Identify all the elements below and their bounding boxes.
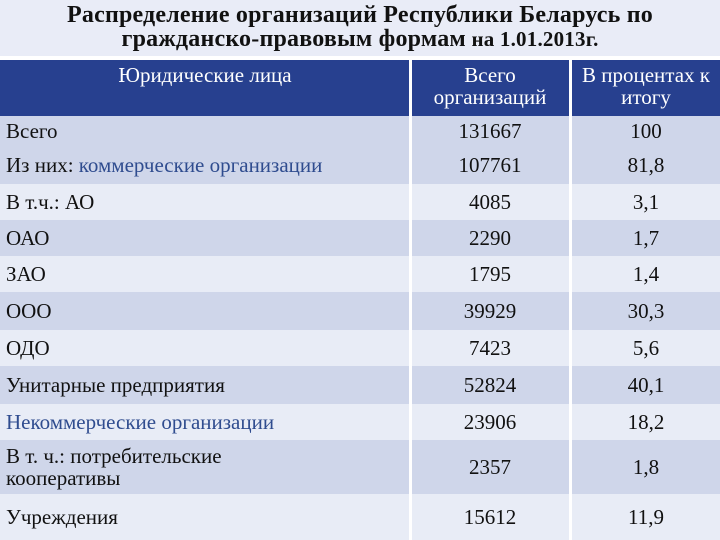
row-percent: 5,6 (632, 335, 660, 360)
row-label: Некоммерческие организации (6, 409, 275, 434)
row-percent: 3,1 (632, 189, 660, 214)
row-label: ЗАО (6, 261, 46, 286)
title-line2-main: гражданско-правовым формам (121, 26, 466, 52)
column-divider (569, 60, 572, 540)
page-subtitle: гражданско-правовым формам на 1.01.2013г… (0, 26, 720, 52)
row-total: 107761 (458, 152, 522, 177)
table-row: Из них: коммерческие организации 107761 … (0, 146, 720, 184)
row-percent: 30,3 (627, 298, 665, 323)
row-total: 23906 (463, 409, 517, 434)
table-row: Унитарные предприятия 52824 40,1 (0, 366, 720, 404)
row-total: 52824 (463, 372, 517, 397)
column-divider (409, 60, 412, 540)
table-row: ОАО 2290 1,7 (0, 220, 720, 256)
row-total: 7423 (469, 335, 511, 360)
header-total-organizations: Всего организаций (433, 63, 547, 109)
row-label: Унитарные предприятия (6, 372, 225, 397)
row-label: Учреждения (6, 504, 118, 529)
table-row: Всего 131667 100 (0, 116, 720, 146)
page-title: Распределение организаций Республики Бел… (67, 2, 653, 28)
row-percent: 1,7 (632, 225, 660, 250)
row-total: 15612 (463, 504, 517, 529)
row-total: 131667 (458, 118, 522, 143)
row-percent: 1,8 (632, 454, 660, 479)
table-row: ООО 39929 30,3 (0, 292, 720, 330)
header-legal-entities: Юридические лица (118, 63, 292, 87)
row-percent: 18,2 (627, 409, 665, 434)
row-percent: 1,4 (632, 261, 660, 286)
header-percent-of-total: В процентах к итогу (582, 63, 710, 109)
row-total: 1795 (469, 261, 511, 286)
row-label: ООО (6, 298, 52, 323)
row-percent: 100 (630, 118, 662, 143)
row-percent: 40,1 (627, 372, 665, 397)
title-date: на 1.01.2013г. (466, 27, 599, 51)
row-label-prefix: Из них: (6, 152, 74, 177)
row-total: 2290 (469, 225, 511, 250)
table-row: В т. ч.: потребительские кооперативы 235… (0, 440, 720, 494)
table-header: Юридические лица Всего организаций В про… (0, 60, 720, 116)
table-row: ЗАО 1795 1,4 (0, 256, 720, 292)
row-label: Из них: коммерческие организации (6, 146, 410, 184)
table-row: В т.ч.: АО 4085 3,1 (0, 184, 720, 220)
table-row: Учреждения 15612 11,9 (0, 494, 720, 540)
row-label: Всего (6, 118, 58, 143)
row-total: 2357 (469, 454, 511, 479)
row-label: В т. ч.: потребительские кооперативы (6, 444, 222, 490)
row-percent: 11,9 (628, 504, 664, 529)
row-label: ОАО (6, 225, 50, 250)
row-label: ОДО (6, 335, 50, 360)
row-label-highlight: коммерческие организации (78, 152, 323, 177)
row-total: 4085 (469, 189, 511, 214)
table-row: Некоммерческие организации 23906 18,2 (0, 404, 720, 440)
row-total: 39929 (463, 298, 517, 323)
title-block: Распределение организаций Республики Бел… (0, 0, 720, 56)
table-row: ОДО 7423 5,6 (0, 330, 720, 366)
row-label: В т.ч.: АО (6, 189, 95, 214)
row-percent: 81,8 (627, 152, 665, 177)
